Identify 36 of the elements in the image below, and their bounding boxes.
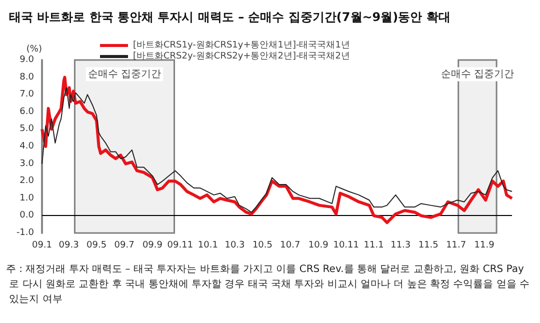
x-tick-label: 11.5 <box>418 240 438 250</box>
legend-label: [바트화CRS2y-원화CRS2y+통안채2년]-태국국채2년 <box>133 52 350 62</box>
x-tick-label: 11.3 <box>390 240 411 250</box>
y-tick-label: 9.0 <box>20 55 34 65</box>
x-tick-label: 10.3 <box>224 240 245 250</box>
band-label: 순매수 집중기간 <box>440 68 514 80</box>
x-tick-label: 11.1 <box>364 240 384 250</box>
y-tick-label: 8.0 <box>20 72 34 82</box>
y-tick-label: 6.0 <box>20 106 34 117</box>
x-tick-label: 11.9 <box>474 240 495 250</box>
x-tick-label: 09.5 <box>86 240 107 250</box>
y-tick-label: 3.0 <box>20 158 34 169</box>
x-tick-label: 09.9 <box>142 240 163 250</box>
x-tick-label: 09.7 <box>114 240 134 250</box>
text: 주 : 재정거래 투자 매력도 – 태국 투자자는 바트화를 가지고 이를 CRS Rev.를 통해 달러로 교환하고, 원화 CRS Pay 로 다시 원화로 교환한 후 국내 통안채에 투자할 경우 태국 국채 투자와 비교시 얼마나 더 높은 확정 수익률을 얻을 수 있는지 여부 <box>6 264 530 305</box>
y-tick-label: 2.0 <box>20 176 34 186</box>
band-label: 순매수 집중기간 <box>88 68 162 80</box>
y-tick-label: 5.0 <box>20 124 34 134</box>
x-tick-label: 10.7 <box>280 240 300 250</box>
y-tick-label: -1.0 <box>16 228 34 238</box>
line-series <box>42 87 512 213</box>
x-tick-label: 09.11 <box>167 240 194 250</box>
x-tick-label: 09.1 <box>32 240 52 250</box>
x-tick-label: 10.11 <box>333 240 359 250</box>
x-tick-label: 10.9 <box>308 240 329 250</box>
x-tick-label: 10.1 <box>198 240 218 250</box>
x-tick-label: 09.3 <box>58 240 79 250</box>
x-tick-label: 10.5 <box>252 240 272 250</box>
legend-label: [바트화CRS1y-원화CRS1y+통안채1년]-태국국채1년 <box>133 40 350 50</box>
chart-title: 태국 바트화로 한국 통안채 투자시 매력도 – 순매수 집중기간(7월~9월)동안 확대 <box>9 10 450 24</box>
y-tick-label: 1.0 <box>20 193 34 204</box>
y-axis-title: (%) <box>26 44 42 54</box>
y-tick-label: 0.0 <box>20 210 34 221</box>
y-tick-label: 7.0 <box>20 90 34 100</box>
x-tick-label: 11.7 <box>446 240 466 250</box>
y-tick-label: 4.0 <box>20 142 34 152</box>
